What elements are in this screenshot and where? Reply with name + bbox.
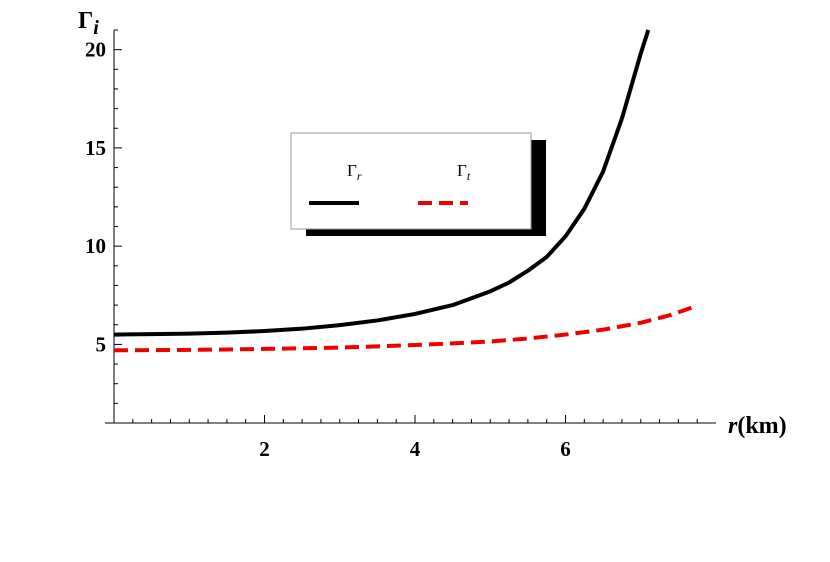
legend-label-gamma-r-sub: r — [357, 169, 362, 183]
series-gamma-r-line — [113, 29, 651, 337]
y-axis-title: Γi — [78, 8, 99, 39]
legend-entry-gamma-r: Γr — [309, 161, 362, 205]
legend-label-gamma-r: Γ — [347, 161, 357, 180]
x-tick-label: 6 — [560, 437, 571, 461]
svg-text:r(km): r(km) — [728, 413, 787, 439]
x-tick-label: 4 — [410, 437, 421, 461]
legend: Γr Γt — [290, 132, 546, 236]
legend-label-gamma-t: Γ — [457, 161, 467, 180]
legend-box — [290, 132, 532, 230]
x-axis-title: r(km) — [728, 413, 787, 439]
svg-text:Γt: Γt — [457, 161, 471, 183]
y-tick-label: 5 — [96, 332, 107, 356]
legend-label-gamma-t-sub: t — [467, 169, 471, 183]
svg-text:Γr: Γr — [347, 161, 362, 183]
y-ticks: 5 10 15 20 — [85, 29, 122, 424]
axes: 2 4 6 5 10 15 20 — [85, 29, 716, 461]
y-axis-title-sub: i — [93, 17, 99, 39]
series-gamma-t-line — [113, 305, 695, 353]
x-tick-label: 2 — [259, 437, 270, 461]
legend-entry-gamma-t: Γt — [418, 161, 471, 205]
y-axis-title-main: Γ — [78, 8, 93, 34]
x-ticks: 2 4 6 — [132, 415, 698, 461]
series-layer — [113, 29, 695, 353]
x-axis-title-unit: (km) — [737, 413, 786, 439]
svg-text:Γi: Γi — [78, 8, 99, 39]
y-tick-label: 15 — [85, 136, 106, 160]
y-tick-label: 20 — [85, 38, 106, 62]
y-tick-label: 10 — [85, 234, 106, 258]
x-axis-title-main: r — [728, 413, 738, 439]
